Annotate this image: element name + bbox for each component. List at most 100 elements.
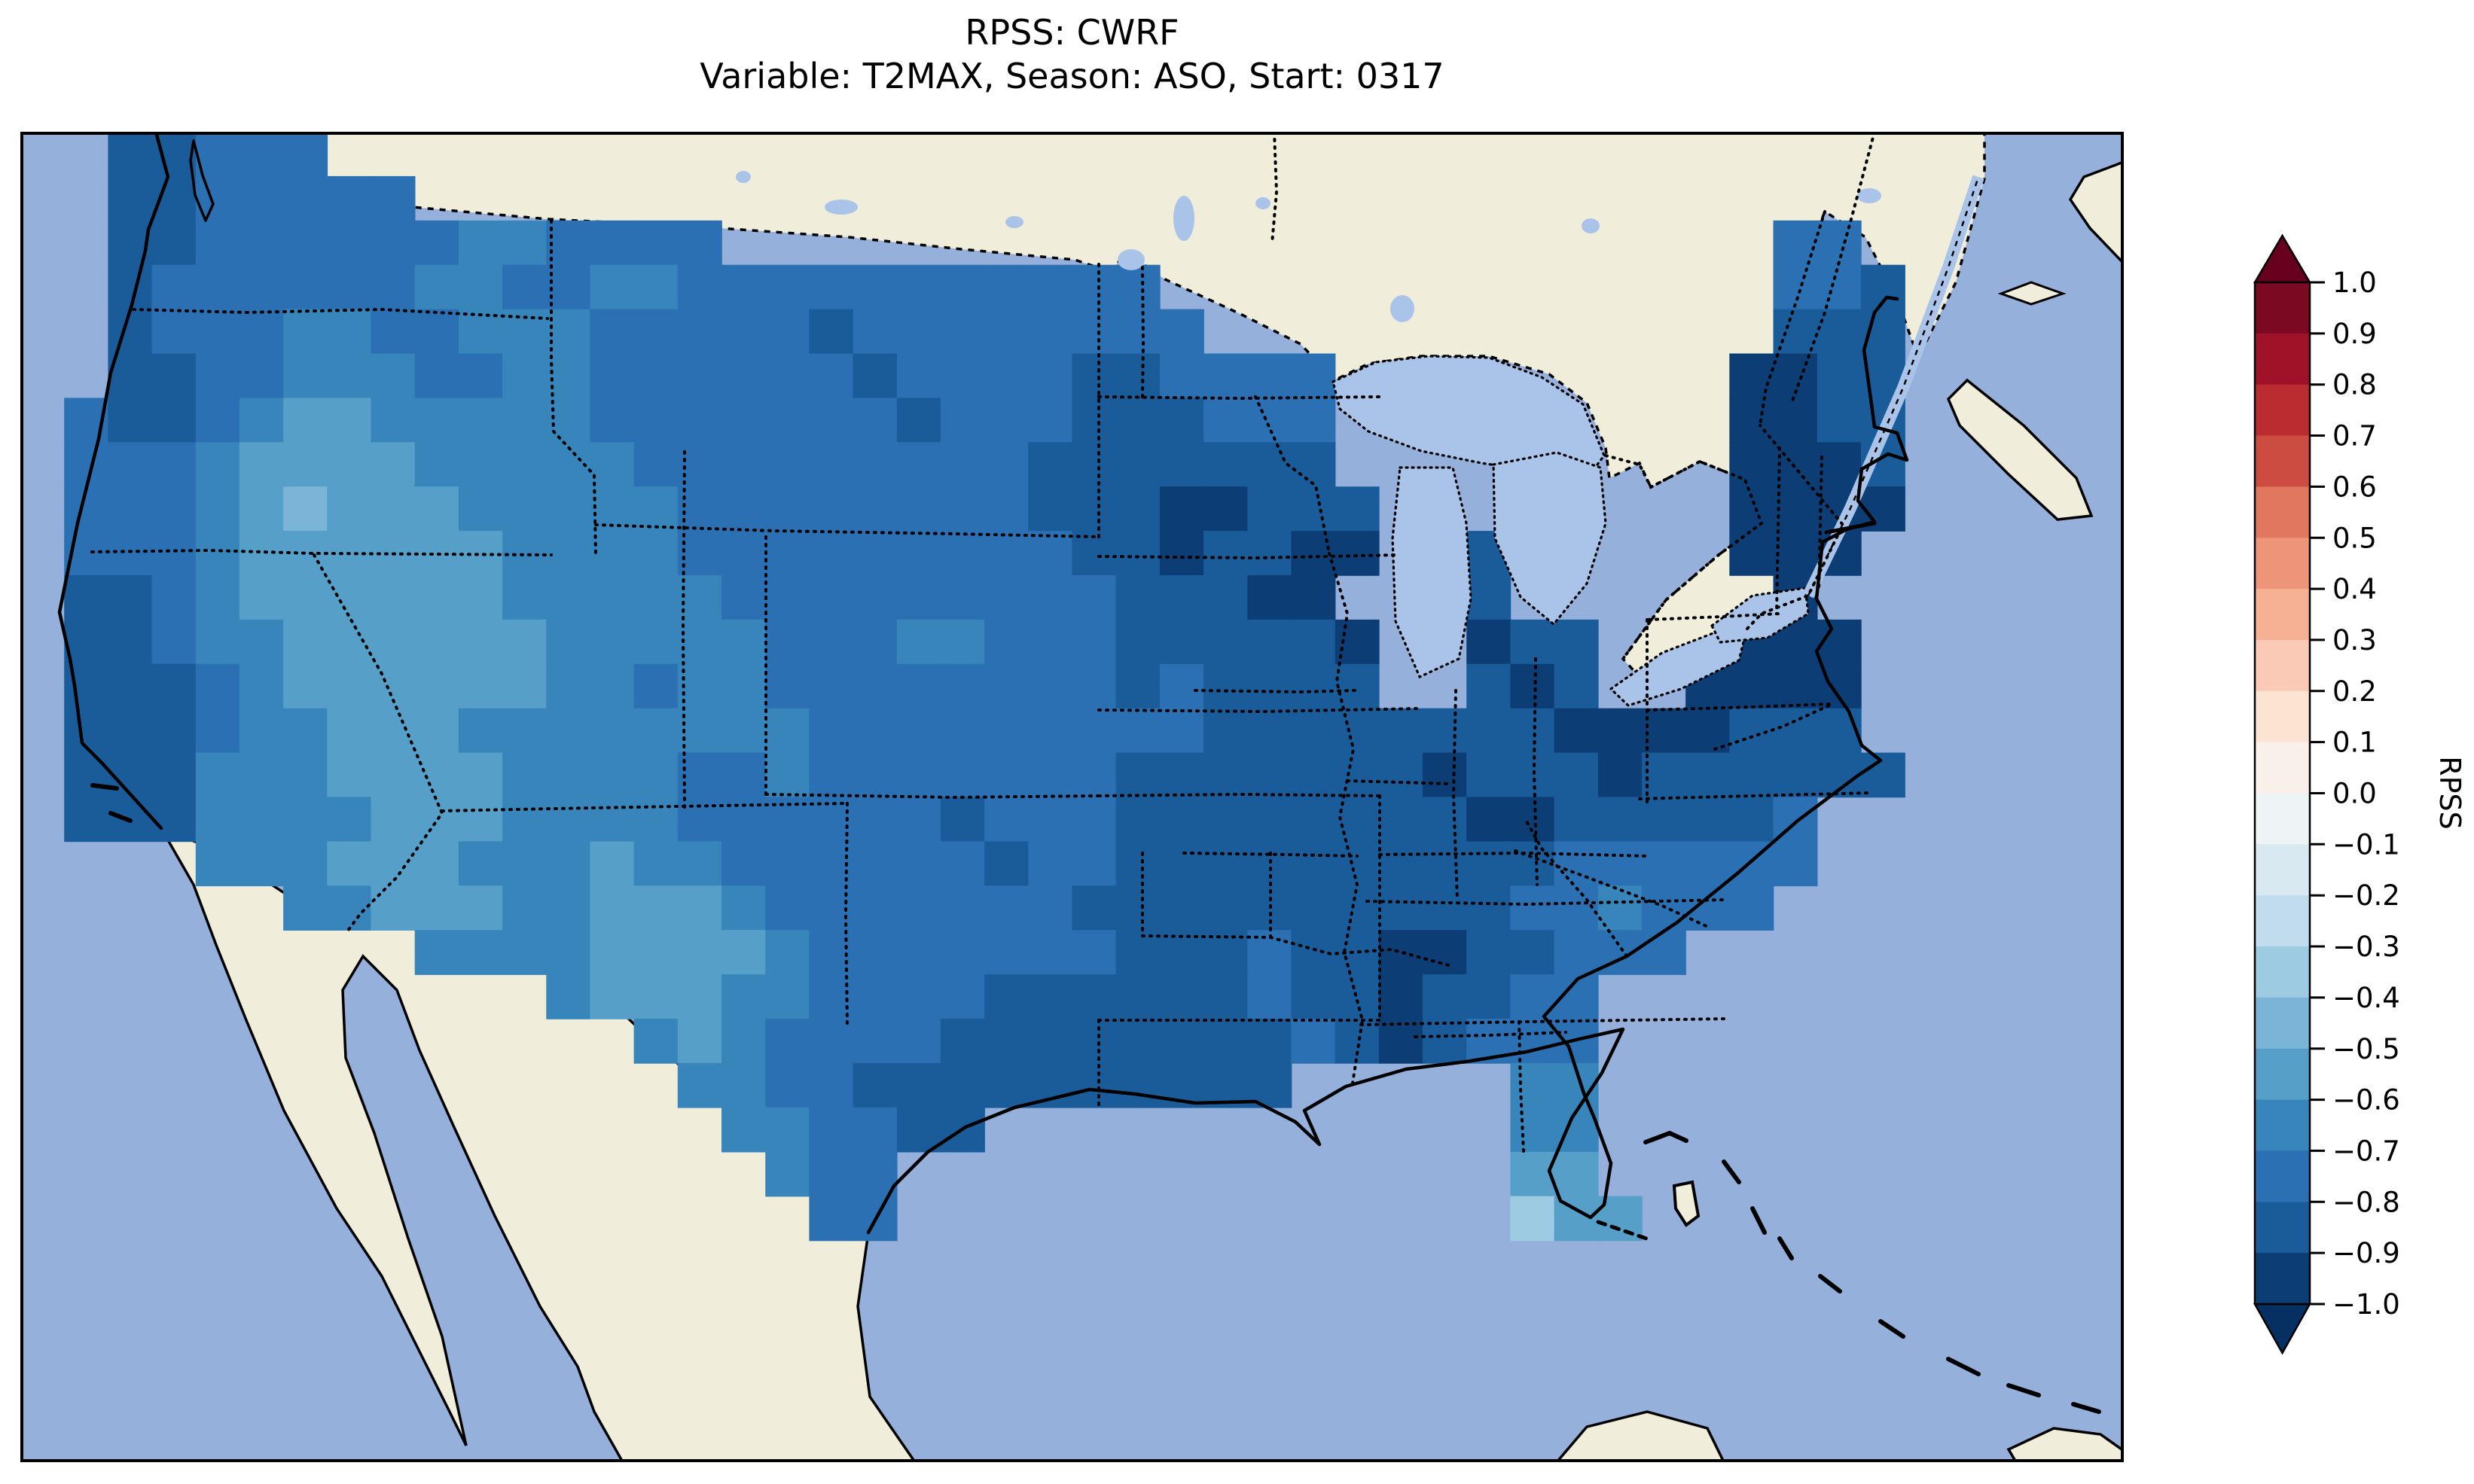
rpss-cell (414, 353, 459, 399)
rpss-cell (1115, 309, 1161, 355)
rpss-cell (151, 708, 197, 754)
rpss-cell (765, 398, 810, 443)
rpss-cell (1159, 797, 1204, 843)
rpss-cell (633, 885, 679, 931)
rpss-cell (721, 841, 766, 887)
rpss-cell (1729, 708, 1774, 754)
rpss-cell (1072, 663, 1117, 709)
rpss-cell (1203, 1019, 1249, 1064)
rpss-cell (239, 175, 284, 221)
rpss-cell (239, 841, 284, 887)
rpss-cell (1115, 1019, 1161, 1064)
rpss-cell (721, 1107, 766, 1153)
colorbar-segment (2255, 589, 2310, 641)
rpss-cell (1072, 575, 1117, 620)
rpss-cell (896, 575, 941, 620)
colorbar-tick-label: −0.3 (2332, 931, 2400, 963)
rpss-cell (1554, 708, 1599, 754)
rpss-cell (765, 309, 810, 355)
rpss-cell (1773, 220, 1818, 266)
rpss-cell (502, 486, 548, 532)
rpss-cell (1203, 885, 1249, 931)
rpss-cell (940, 930, 985, 975)
state-border-line (1097, 553, 1400, 560)
rpss-cell (633, 442, 679, 487)
colorbar-segment (2255, 742, 2310, 794)
rpss-cell (765, 1062, 810, 1108)
rpss-cell (64, 752, 109, 798)
rpss-cell (1860, 752, 1905, 798)
rpss-cell (458, 486, 503, 532)
rpss-cell (327, 353, 372, 399)
rpss-cell (765, 752, 810, 798)
rpss-cell (1115, 575, 1161, 620)
colorbar-tick-label: 0.9 (2332, 318, 2377, 350)
rpss-cell (414, 663, 459, 709)
rpss-cell (283, 442, 328, 487)
rpss-cell (677, 841, 722, 887)
rpss-cell (1510, 708, 1555, 754)
colorbar-segment (2255, 384, 2310, 437)
rpss-cell (677, 974, 722, 1019)
rpss-cell (896, 1019, 941, 1064)
rpss-cell (1247, 797, 1292, 843)
rpss-cell (195, 353, 240, 399)
rpss-cell (1466, 752, 1512, 798)
state-border-line (550, 219, 597, 556)
rpss-cell (546, 708, 591, 754)
rpss-cell (108, 708, 153, 754)
rpss-cell (371, 309, 416, 355)
rpss-cell (765, 1107, 810, 1153)
rpss-cell (765, 930, 810, 975)
rpss-cell (283, 264, 328, 310)
colorbar-arrow-top (2253, 233, 2312, 284)
rpss-cell (1291, 974, 1336, 1019)
rpss-cell (590, 575, 635, 620)
rpss-cell (1773, 708, 1818, 754)
land-layer (154, 132, 2124, 1462)
rpss-cell (1291, 486, 1336, 532)
rpss-cell (1072, 619, 1117, 665)
bahamas-islet (1878, 1319, 1905, 1339)
rpss-cell (853, 1151, 898, 1197)
rpss-cell (1159, 663, 1204, 709)
rpss-cell (590, 309, 635, 355)
rpss-cell (239, 752, 284, 798)
rpss-cell (896, 442, 941, 487)
rpss-cell (896, 752, 941, 798)
rpss-cell (502, 619, 548, 665)
rpss-cell (1378, 974, 1423, 1019)
rpss-cell (1641, 841, 1686, 887)
colorbar-ticks: 1.0 0.9 0.8 0.7 0.6 0.5 0.4 0.3 0.2 0.1 0.0 −0.1 −0.… (2310, 267, 2400, 1321)
rpss-cell (590, 220, 635, 266)
state-border-line (441, 802, 849, 812)
colorbar-tick-label: −1.0 (2332, 1288, 2400, 1321)
rpss-cell (195, 486, 240, 532)
rpss-cell (940, 486, 985, 532)
rpss-cell (809, 752, 854, 798)
colorbar-segment (2255, 1202, 2310, 1254)
rpss-cell (1466, 841, 1512, 887)
rpss-cell (1291, 885, 1336, 931)
state-border-line (1378, 851, 1649, 858)
rpss-cell (1203, 442, 1249, 487)
rpss-cell (853, 663, 898, 709)
rpss-cell (414, 486, 459, 532)
rpss-cell (853, 398, 898, 443)
rpss-cell (984, 575, 1030, 620)
rpss-cell (1729, 797, 1774, 843)
rpss-cell (853, 575, 898, 620)
rpss-cell (853, 930, 898, 975)
rpss-cell (546, 575, 591, 620)
rpss-cell (1159, 575, 1204, 620)
rpss-cell (590, 353, 635, 399)
rpss-cell (283, 841, 328, 887)
rpss-cell (1159, 398, 1204, 443)
rpss-cell (151, 220, 197, 266)
rpss-cell (1247, 575, 1292, 620)
rpss-cell (1510, 1062, 1555, 1108)
rpss-cell (1510, 930, 1555, 975)
rpss-cell (195, 575, 240, 620)
rpss-cell (283, 220, 328, 266)
rpss-cell (677, 220, 722, 266)
